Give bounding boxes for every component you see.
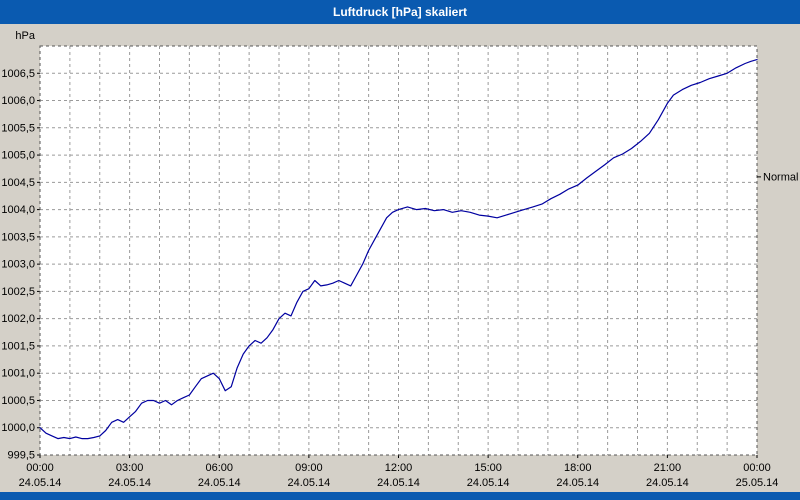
svg-text:12:00: 12:00 <box>385 462 413 474</box>
svg-text:24.05.14: 24.05.14 <box>556 477 599 489</box>
svg-text:00:00: 00:00 <box>26 462 54 474</box>
svg-text:1002,0: 1002,0 <box>1 313 35 325</box>
svg-text:24.05.14: 24.05.14 <box>467 477 510 489</box>
svg-text:03:00: 03:00 <box>116 462 144 474</box>
svg-text:18:00: 18:00 <box>564 462 592 474</box>
svg-text:1004,5: 1004,5 <box>1 177 35 189</box>
svg-text:24.05.14: 24.05.14 <box>287 477 330 489</box>
svg-text:1002,5: 1002,5 <box>1 286 35 298</box>
svg-text:1006,5: 1006,5 <box>1 68 35 80</box>
svg-text:1005,5: 1005,5 <box>1 122 35 134</box>
pressure-line-chart: 1006,5 1006,0 1005,5 1005,0 1004,5 1004,0 1003… <box>1 30 798 489</box>
svg-text:1003,5: 1003,5 <box>1 231 35 243</box>
chart-area: 1006,5 1006,0 1005,5 1005,0 1004,5 1004,0 1003… <box>0 24 800 492</box>
svg-text:1000,0: 1000,0 <box>1 422 35 434</box>
svg-text:15:00: 15:00 <box>474 462 502 474</box>
svg-text:1001,0: 1001,0 <box>1 368 35 380</box>
svg-text:1001,5: 1001,5 <box>1 340 35 352</box>
title-bar: Luftdruck [hPa] skaliert <box>0 0 800 24</box>
svg-text:24.05.14: 24.05.14 <box>108 477 151 489</box>
svg-text:24.05.14: 24.05.14 <box>377 477 420 489</box>
svg-text:1003,0: 1003,0 <box>1 259 35 271</box>
svg-text:21:00: 21:00 <box>654 462 682 474</box>
svg-text:1006,0: 1006,0 <box>1 95 35 107</box>
svg-text:1005,0: 1005,0 <box>1 150 35 162</box>
svg-text:Normal: Normal <box>763 171 798 183</box>
svg-text:999,5: 999,5 <box>7 450 35 462</box>
svg-text:hPa: hPa <box>15 30 35 42</box>
svg-text:06:00: 06:00 <box>205 462 233 474</box>
svg-text:09:00: 09:00 <box>295 462 323 474</box>
svg-text:1000,5: 1000,5 <box>1 395 35 407</box>
svg-text:25.05.14: 25.05.14 <box>736 477 779 489</box>
svg-text:1004,0: 1004,0 <box>1 204 35 216</box>
bottom-bar <box>0 492 800 500</box>
svg-text:00:00: 00:00 <box>743 462 771 474</box>
svg-text:24.05.14: 24.05.14 <box>19 477 62 489</box>
window-title: Luftdruck [hPa] skaliert <box>332 5 468 19</box>
svg-text:24.05.14: 24.05.14 <box>198 477 241 489</box>
svg-text:24.05.14: 24.05.14 <box>646 477 689 489</box>
